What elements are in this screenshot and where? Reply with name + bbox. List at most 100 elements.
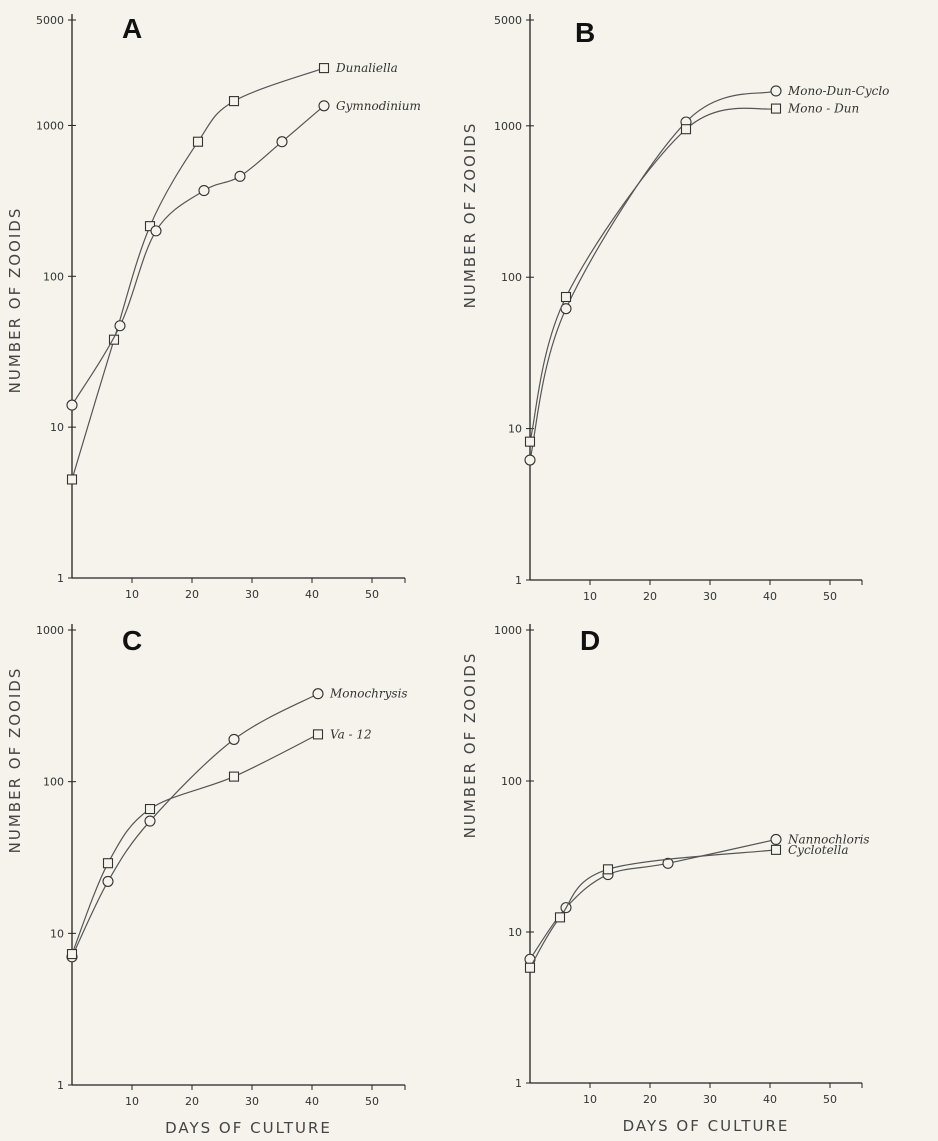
series-line — [529, 849, 777, 969]
series-label: Va - 12 — [330, 727, 372, 741]
x-tick-label: 50 — [823, 590, 837, 603]
series-line — [529, 838, 777, 960]
data-point-square — [228, 771, 240, 782]
y-tick-label: 1 — [57, 1079, 64, 1092]
series-line — [71, 733, 319, 955]
data-point-circle — [662, 857, 674, 869]
y-tick-label: 5000 — [36, 14, 64, 27]
y-tick-label: 10 — [508, 423, 522, 436]
x-tick-label: 40 — [305, 1095, 319, 1108]
x-axis-label: DAYS OF CULTURE — [165, 1119, 332, 1137]
series-mono-dun: Mono - Dun — [524, 102, 859, 447]
y-tick-label: 10 — [50, 927, 64, 940]
x-tick-label: 30 — [245, 588, 259, 601]
data-point-square — [102, 858, 114, 869]
x-tick-label: 50 — [365, 588, 379, 601]
data-point-square — [192, 136, 204, 147]
x-axis-label: DAYS OF CULTURE — [623, 1117, 790, 1135]
x-tick-label: 50 — [823, 1093, 837, 1106]
data-point-square — [770, 103, 782, 114]
panel-letter: D — [580, 625, 600, 656]
x-tick-label: 20 — [643, 1093, 657, 1106]
data-point-square — [524, 962, 536, 973]
data-point-circle — [770, 85, 782, 97]
y-tick-label: 10 — [50, 421, 64, 434]
series-va-12: Va - 12 — [66, 727, 372, 960]
data-point-circle — [524, 454, 536, 466]
data-point-circle — [144, 815, 156, 827]
data-point-circle — [150, 225, 162, 237]
x-tick-label: 10 — [125, 588, 139, 601]
y-tick-label: 100 — [43, 270, 64, 283]
y-tick-label: 100 — [501, 271, 522, 284]
y-tick-label: 100 — [43, 776, 64, 789]
y-tick-label: 1 — [57, 572, 64, 585]
x-tick-label: 30 — [703, 590, 717, 603]
data-point-square — [602, 864, 614, 875]
x-tick-label: 10 — [583, 590, 597, 603]
data-point-square — [770, 844, 782, 855]
x-tick-label: 20 — [643, 590, 657, 603]
data-point-square — [554, 912, 566, 923]
y-tick-label: 100 — [501, 775, 522, 788]
y-tick-label: 1 — [515, 1077, 522, 1090]
series-line — [529, 107, 777, 442]
data-point-circle — [276, 136, 288, 148]
series-cyclotella: Cyclotella — [524, 843, 849, 973]
series-label: Mono-Dun-Cyclo — [787, 84, 889, 98]
data-point-square — [560, 291, 572, 303]
x-tick-label: 40 — [305, 588, 319, 601]
x-tick-label: 10 — [583, 1093, 597, 1106]
data-point-square — [66, 474, 78, 485]
series-line — [529, 90, 777, 461]
x-tick-label: 40 — [763, 1093, 777, 1106]
y-tick-label: 1000 — [494, 624, 522, 637]
y-axis-label: NUMBER OF ZOOIDS — [461, 122, 479, 309]
x-tick-label: 50 — [365, 1095, 379, 1108]
data-point-square — [680, 124, 692, 135]
series-label: Nannochloris — [787, 832, 870, 846]
y-axis-label: NUMBER OF ZOOIDS — [6, 207, 24, 394]
data-point-circle — [66, 399, 78, 411]
series-label: Mono - Dun — [787, 102, 859, 116]
data-point-circle — [770, 833, 782, 846]
y-axis-label: NUMBER OF ZOOIDS — [461, 652, 479, 839]
data-point-circle — [312, 688, 324, 700]
data-point-square — [66, 949, 78, 960]
series-line — [71, 67, 325, 480]
data-point-circle — [234, 170, 246, 182]
x-tick-label: 40 — [763, 590, 777, 603]
x-tick-label: 30 — [245, 1095, 259, 1108]
data-point-circle — [114, 320, 126, 332]
y-tick-label: 1000 — [36, 119, 64, 132]
data-point-square — [312, 729, 324, 740]
y-tick-label: 10 — [508, 926, 522, 939]
y-tick-label: 1 — [515, 574, 522, 587]
data-point-circle — [228, 733, 240, 745]
panel-letter: C — [122, 625, 142, 656]
series-label: Cyclotella — [788, 843, 849, 857]
y-axis-label: NUMBER OF ZOOIDS — [6, 667, 24, 854]
x-tick-label: 20 — [185, 1095, 199, 1108]
series-label: Monochrysis — [329, 687, 408, 701]
data-point-circle — [198, 185, 210, 197]
panel-c: C 1 10 100 1000 10 20 30 40 50 NUMBER OF ZOOIDS DAY… — [6, 624, 408, 1137]
x-tick-label: 20 — [185, 588, 199, 601]
panel-d: D 1 10 100 1000 10 20 30 40 50 NUMBER OF ZOOIDS DAY… — [461, 624, 870, 1135]
data-point-circle — [102, 875, 114, 887]
x-tick-label: 30 — [703, 1093, 717, 1106]
series-dunaliella: Dunaliella — [66, 61, 398, 485]
data-point-square — [108, 334, 120, 345]
series-gymnodinium: Gymnodinium — [66, 99, 421, 411]
data-point-square — [318, 63, 330, 74]
data-point-square — [144, 803, 156, 815]
y-tick-label: 1000 — [494, 120, 522, 133]
panel-a: A 1 10 100 1000 5000 10 20 30 40 50 NUMBER OF ZOOID… — [6, 13, 421, 601]
series-label: Gymnodinium — [336, 99, 421, 113]
series-label: Dunaliella — [335, 61, 398, 75]
data-point-square — [228, 96, 240, 107]
data-point-circle — [318, 100, 330, 112]
series-line — [71, 105, 325, 406]
y-tick-label: 5000 — [494, 14, 522, 27]
